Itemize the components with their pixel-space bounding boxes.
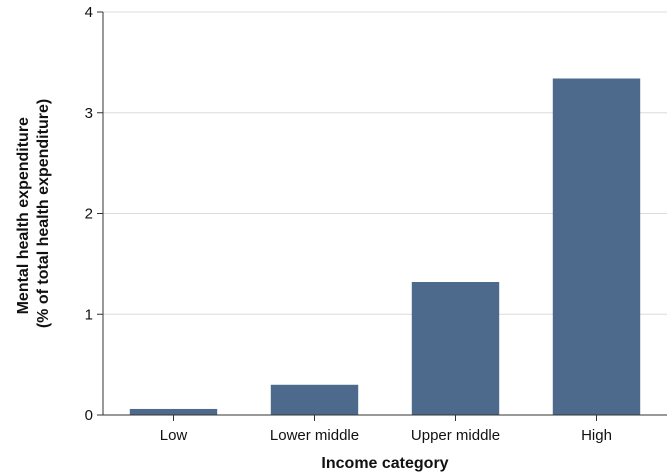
bar-lower-middle: [270, 384, 359, 415]
bars: [129, 78, 641, 416]
y-tick-label: 1: [85, 306, 93, 323]
x-tick-labels: Low Lower middle Upper middle High: [160, 415, 612, 444]
bar-upper-middle: [411, 282, 500, 415]
x-tick-label: Upper middle: [411, 427, 500, 444]
y-tick-label: 4: [85, 4, 93, 21]
x-tick-label: Low: [160, 427, 188, 444]
bar-high: [552, 78, 641, 416]
x-axis-title: Income category: [321, 455, 448, 472]
y-tick-labels: 0 1 2 3 4: [85, 4, 103, 424]
bar-low: [129, 408, 218, 415]
y-axis-title: Mental health expenditure (% of total he…: [15, 99, 52, 328]
x-tick-label: Lower middle: [270, 427, 359, 444]
y-tick-label: 2: [85, 206, 93, 223]
y-tick-label: 0: [85, 407, 93, 424]
y-axis-title-line-1: Mental health expenditure: [15, 117, 32, 314]
y-axis-title-line-2: (% of total health expenditure): [35, 99, 52, 328]
y-tick-label: 3: [85, 105, 93, 122]
x-tick-label: High: [581, 427, 612, 444]
